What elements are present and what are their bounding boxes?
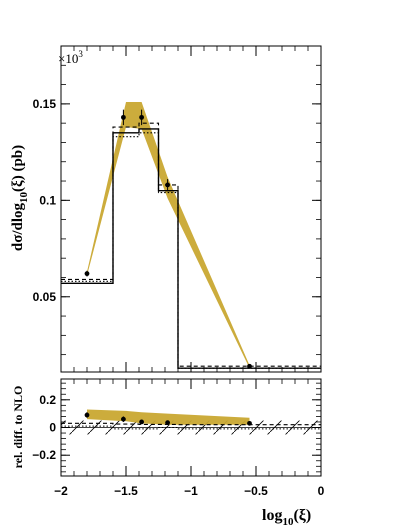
histogram-solid-line: [61, 128, 321, 369]
ratio-panel: −0.2 0 0.2 −2 −1.5 −1 −0.5 0 rel. diff. to NLO…: [11, 378, 325, 528]
ratio-lines-group: [61, 422, 321, 430]
data-point: [84, 271, 90, 277]
ratio-y-axis: −0.2 0 0.2: [32, 382, 321, 473]
histogram-dotted-line: [61, 425, 321, 430]
ratio-x-axis: −2 −1.5 −1 −0.5 0: [54, 379, 325, 498]
x-tick-label: −0.5: [244, 484, 268, 498]
y-tick-label: 0.2: [39, 393, 56, 407]
data-point: [84, 412, 90, 418]
y-tick-label: 0.15: [33, 97, 57, 111]
histogram-group: [61, 122, 321, 369]
x-tick-label: −1.5: [114, 484, 138, 498]
main-y-title-part-2: (ξ) (pb): [10, 145, 26, 192]
x-tick-label: −1: [184, 484, 198, 498]
prediction-band: [87, 101, 250, 369]
x-tick-label: −2: [54, 484, 68, 498]
ratio-y-axis-title: rel. diff. to NLO: [11, 386, 25, 469]
data-point: [139, 114, 145, 120]
x-title-part-2: (ξ): [293, 507, 311, 524]
x-axis-title: log10(ξ): [262, 507, 311, 528]
x-title-subscript: 10: [282, 516, 294, 528]
y-tick-label: 0: [49, 421, 56, 435]
y-tick-label: 0.1: [39, 193, 56, 207]
band-area: [87, 101, 250, 369]
y-multiplier: ×103: [58, 49, 83, 66]
data-point: [165, 420, 171, 426]
data-point: [121, 114, 126, 120]
main-y-title-subscript: 10: [18, 191, 30, 203]
main-y-title-part-1: dσ/dlog: [10, 202, 26, 251]
main-y-axis: 0.05 0.1 0.15: [33, 64, 321, 356]
histogram-dotted-line: [61, 132, 321, 369]
y-multiplier-exp: 3: [78, 49, 83, 59]
y-tick-label: −0.2: [32, 448, 56, 462]
main-plot-frame: [60, 45, 322, 373]
x-title-part-1: log: [262, 507, 282, 524]
main-panel: 0.05 0.1 0.15 ×103 dσ/dlog10(ξ) (pb): [10, 45, 322, 373]
y-tick-label: 0.05: [33, 290, 57, 304]
histogram-dashed-line: [61, 422, 321, 426]
x-tick-label: 0: [318, 484, 325, 498]
ratio-prediction-band: [87, 409, 250, 425]
main-x-ticks: [60, 46, 322, 372]
data-point: [139, 419, 145, 425]
ratio-points-group: [84, 412, 252, 426]
main-y-axis-title: dσ/dlog10(ξ) (pb): [10, 145, 30, 251]
data-point: [121, 416, 126, 422]
data-point: [165, 182, 171, 188]
y-multiplier-base: ×10: [58, 51, 78, 66]
band-area: [87, 409, 250, 425]
data-point: [247, 363, 252, 369]
data-points-group: [84, 109, 252, 369]
data-point: [247, 420, 252, 426]
